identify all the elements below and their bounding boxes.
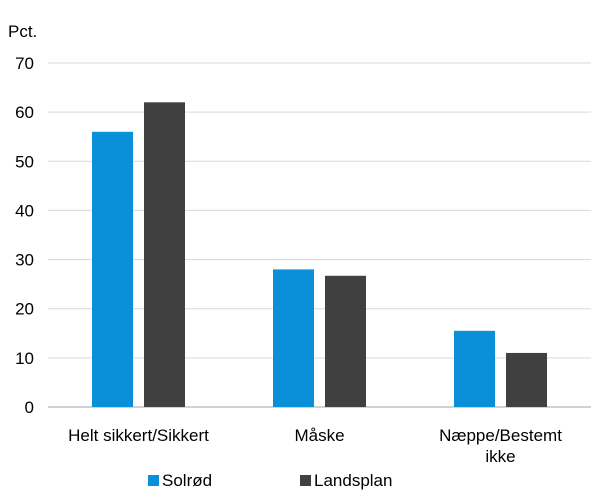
gridlines xyxy=(48,62,591,408)
y-axis-ticks: 0 10 20 30 40 50 60 70 xyxy=(15,54,34,417)
y-tick-label: 30 xyxy=(15,251,34,270)
bar-landsplan xyxy=(325,275,366,407)
y-tick-label: 0 xyxy=(25,398,34,417)
legend-label: Solrød xyxy=(162,471,212,490)
bar-solrod xyxy=(273,269,314,407)
y-tick-label: 10 xyxy=(15,349,34,368)
x-category-label: Næppe/Bestemt xyxy=(439,426,562,445)
legend: Solrød Landsplan xyxy=(148,471,392,490)
bar-solrod xyxy=(92,131,133,408)
y-tick-label: 20 xyxy=(15,300,34,319)
y-tick-label: 50 xyxy=(15,152,34,171)
bar-landsplan xyxy=(506,352,547,407)
legend-swatch xyxy=(300,475,311,486)
legend-swatch xyxy=(148,475,159,486)
x-category-label: Måske xyxy=(294,426,344,445)
x-axis-labels: Helt sikkert/Sikkert Måske Næppe/Bestemt ik… xyxy=(68,426,562,466)
x-category-label: ikke xyxy=(485,447,515,466)
bars xyxy=(92,102,547,408)
y-unit-label: Pct. xyxy=(8,22,37,41)
y-tick-label: 70 xyxy=(15,54,34,73)
y-tick-label: 60 xyxy=(15,103,34,122)
y-tick-label: 40 xyxy=(15,201,34,220)
legend-label: Landsplan xyxy=(314,471,392,490)
x-category-label: Helt sikkert/Sikkert xyxy=(68,426,209,445)
bar-landsplan xyxy=(144,102,185,408)
bar-solrod xyxy=(454,330,495,407)
